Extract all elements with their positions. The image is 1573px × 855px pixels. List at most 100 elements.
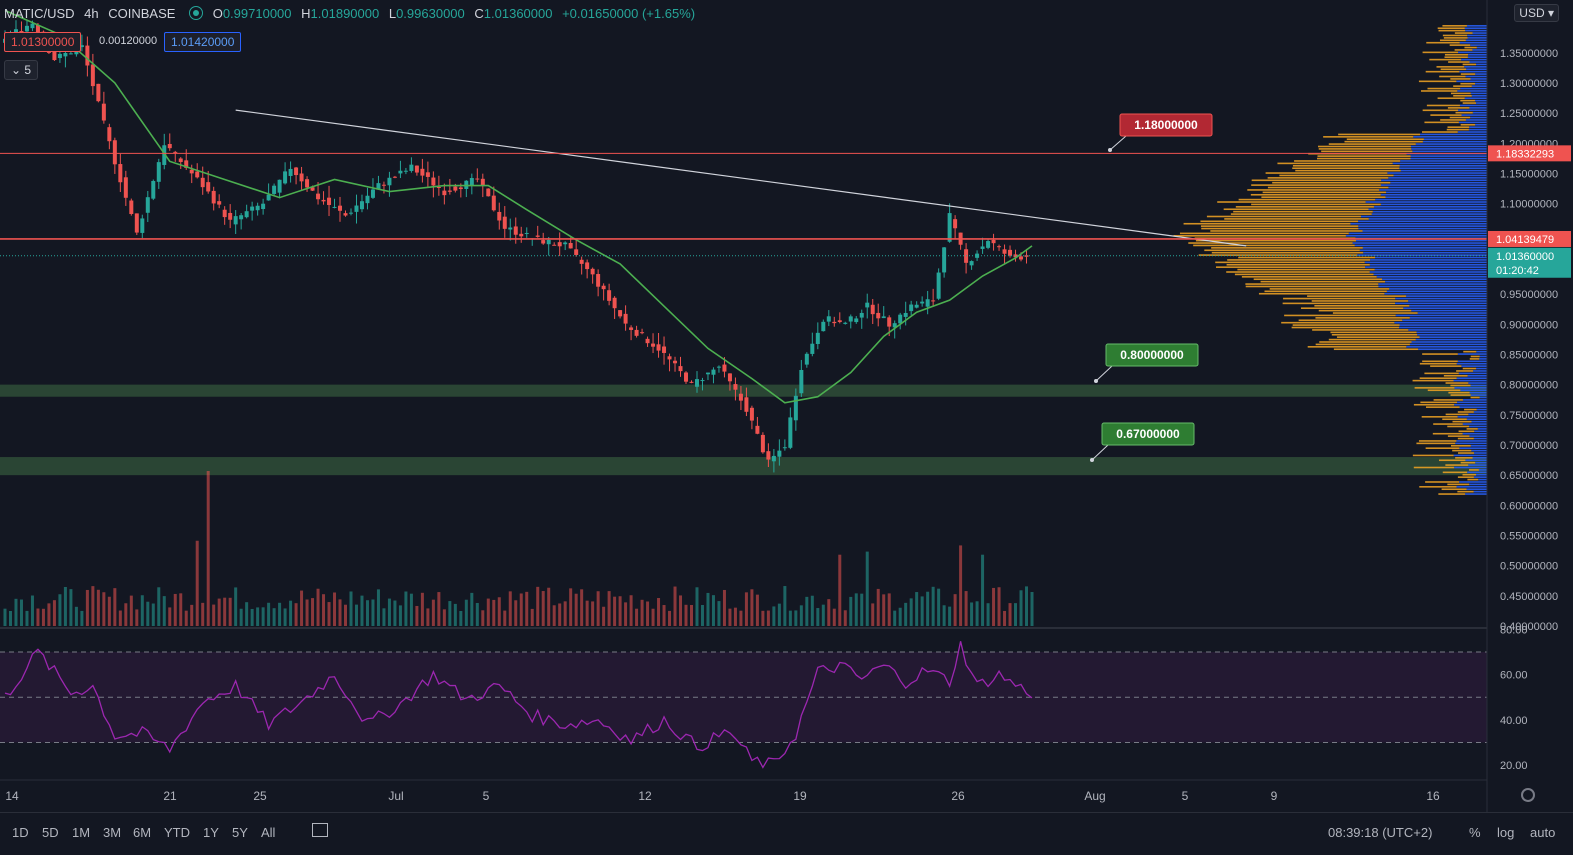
range-1y[interactable]: 1Y xyxy=(203,825,219,840)
candle-body xyxy=(68,53,73,55)
volume-profile-bar xyxy=(1450,384,1471,387)
percent-scale-button[interactable]: % xyxy=(1469,825,1481,840)
volume-profile-bar xyxy=(1471,420,1487,423)
resistance-tag-box[interactable] xyxy=(1119,113,1213,137)
volume-profile-bar xyxy=(1282,302,1396,305)
range-ytd[interactable]: YTD xyxy=(164,825,190,840)
range-all[interactable]: All xyxy=(261,825,276,840)
volume-profile-bar xyxy=(1402,319,1487,322)
volume-profile-bar xyxy=(1469,126,1487,128)
volume-profile-bar xyxy=(1466,428,1478,430)
candle-body xyxy=(277,179,282,193)
symbol-header: MATIC/USD 4h COINBASE O0.99710000 H1.018… xyxy=(4,6,701,21)
range-5d[interactable]: 5D xyxy=(42,825,59,840)
buy-button[interactable]: 1.01420000 xyxy=(164,32,242,52)
volume-profile-bar xyxy=(1474,430,1487,433)
price-tick-label: 0.50000000 xyxy=(1500,561,1558,573)
candle-body xyxy=(925,299,930,307)
support-tag-2-box[interactable] xyxy=(1101,422,1195,446)
volume-profile-bar xyxy=(1241,276,1377,278)
settings-gear-icon[interactable] xyxy=(1521,788,1535,802)
volume-bar xyxy=(552,605,556,626)
price-tick-label: 1.25000000 xyxy=(1500,108,1558,120)
log-scale-button[interactable]: log xyxy=(1497,825,1515,840)
volume-profile-bar xyxy=(1247,189,1380,191)
range-1m[interactable]: 1M xyxy=(72,825,91,840)
candle-body xyxy=(711,369,716,375)
volume-profile-bar xyxy=(1423,138,1487,141)
volume-profile-bar xyxy=(1344,140,1423,143)
range-6m[interactable]: 6M xyxy=(133,825,152,840)
volume-profile xyxy=(1173,25,1487,495)
volume-profile-bar xyxy=(1420,133,1487,136)
volume-profile-bar xyxy=(1393,174,1487,177)
volume-profile-bar xyxy=(1399,326,1487,329)
range-1d[interactable]: 1D xyxy=(12,825,29,840)
volume-bar xyxy=(766,610,770,626)
volume-profile-bar xyxy=(1466,418,1487,421)
volume-bar xyxy=(953,594,957,626)
support-zone-1[interactable] xyxy=(0,384,1487,397)
volume-bar xyxy=(376,589,380,626)
candle-body xyxy=(101,103,106,121)
candle-body xyxy=(145,197,150,213)
candle-body xyxy=(557,242,562,247)
indicators-toggle[interactable]: ⌄ 5 xyxy=(4,60,38,80)
volume-profile-bar xyxy=(1217,201,1366,203)
calendar-icon[interactable] xyxy=(312,823,328,837)
time-tick-label: 5 xyxy=(1182,789,1189,803)
candle-body xyxy=(52,49,57,61)
volume-profile-bar xyxy=(1464,27,1487,30)
price-axis[interactable] xyxy=(1487,0,1573,812)
volume-bar xyxy=(794,610,798,626)
symbol-name[interactable]: MATIC/USD xyxy=(4,6,75,21)
volume-profile-bar xyxy=(1437,97,1465,100)
volume-profile-bar xyxy=(1321,150,1413,153)
volume-bar xyxy=(783,586,787,626)
volume-profile-bar xyxy=(1460,82,1476,85)
volume-profile-bar xyxy=(1444,53,1469,56)
volume-bar xyxy=(206,471,210,626)
eye-icon[interactable] xyxy=(189,6,204,20)
volume-profile-bar xyxy=(1416,442,1456,445)
candle-body xyxy=(1013,254,1018,258)
support-tag-1-box[interactable] xyxy=(1105,343,1199,367)
volume-bar xyxy=(283,608,287,626)
descending-trendline[interactable] xyxy=(235,109,1247,247)
price-chart[interactable]: 1.18000000 0.80000000 0.67000000 1.35000000… xyxy=(0,0,1573,812)
volume-profile-bar xyxy=(1409,343,1487,346)
range-3m[interactable]: 3M xyxy=(103,825,122,840)
support-zone-2[interactable] xyxy=(0,457,1487,476)
volume-bar xyxy=(547,587,551,626)
currency-selector[interactable]: USD ▾ xyxy=(1514,4,1559,22)
volume-profile-bar xyxy=(1318,309,1412,312)
volume-profile-bar xyxy=(1357,254,1487,256)
volume-profile-bar xyxy=(1314,304,1410,307)
sell-button[interactable]: 1.01300000 xyxy=(4,32,82,52)
volume-profile-bar xyxy=(1457,411,1474,413)
volume-bar xyxy=(393,600,397,626)
volume-profile-bar xyxy=(1458,121,1487,124)
volume-profile-bar xyxy=(1354,244,1487,247)
volume-profile-bar xyxy=(1318,148,1412,150)
candle-body xyxy=(30,23,35,29)
volume-profile-bar xyxy=(1469,483,1487,486)
interval-label[interactable]: 4h xyxy=(84,6,99,21)
clock-readout[interactable]: 08:39:18 (UTC+2) xyxy=(1328,825,1433,840)
volume-bar xyxy=(278,602,282,626)
auto-scale-button[interactable]: auto xyxy=(1530,825,1556,840)
volume-bar xyxy=(920,596,924,626)
volume-profile-bar xyxy=(1470,384,1487,387)
volume-profile-bar xyxy=(1462,432,1487,435)
volume-profile-bar xyxy=(1450,394,1471,396)
volume-profile-bar xyxy=(1281,321,1395,324)
candle-body xyxy=(272,185,277,194)
volume-bar xyxy=(805,596,809,626)
volume-profile-bar xyxy=(1348,232,1487,235)
range-5y[interactable]: 5Y xyxy=(232,825,248,840)
volume-profile-bar xyxy=(1415,338,1487,341)
volume-profile-bar xyxy=(1400,169,1487,172)
volume-bar xyxy=(541,591,545,626)
time-tick-label: 12 xyxy=(638,789,652,803)
volume-profile-bar xyxy=(1462,423,1487,425)
